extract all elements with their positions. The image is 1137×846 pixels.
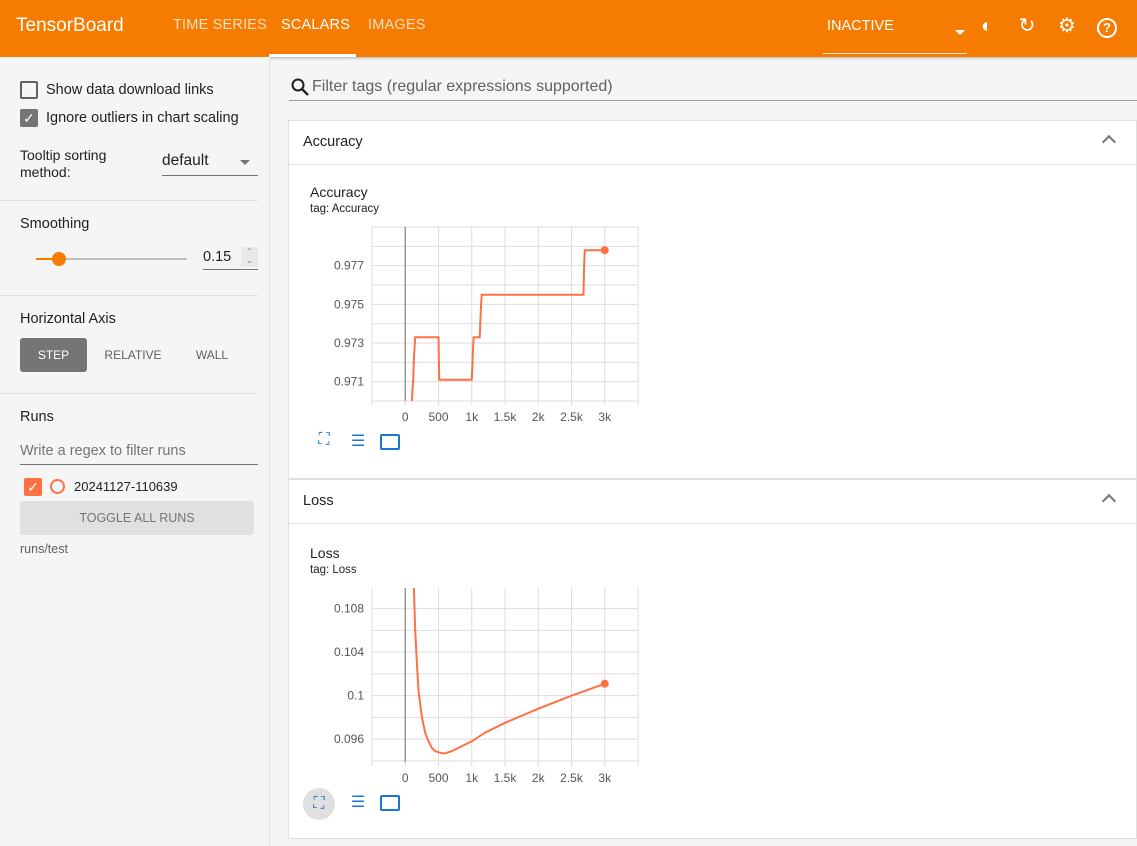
series-line (412, 587, 606, 755)
tab-images[interactable]: IMAGES (368, 17, 426, 33)
divider (0, 393, 258, 394)
tag-filter-input[interactable]: Filter tags (regular expressions support… (289, 74, 1137, 101)
chart-tag: tag: Accuracy (310, 203, 380, 215)
smoothing-label: Smoothing (20, 216, 90, 232)
x-tick-label: 1k (465, 771, 479, 785)
caret-down-icon (955, 30, 965, 35)
fit-domain-icon[interactable] (377, 431, 403, 455)
y-tick-label: 0.1 (347, 689, 364, 703)
y-tick-label: 0.975 (334, 297, 364, 311)
y-tick-label: 0.096 (334, 732, 364, 746)
y-tick-label: 0.973 (334, 336, 364, 350)
toggle-all-runs-button[interactable]: TOGGLE ALL RUNS (20, 501, 254, 535)
chevron-up-icon[interactable] (1101, 134, 1117, 150)
brand-logo: TensorBoard (16, 15, 124, 36)
axis-step-button[interactable]: STEP (20, 338, 87, 372)
sidebar: Show data download links ✓ Ignore outlie… (0, 57, 270, 846)
chart-title: Loss (310, 545, 340, 561)
x-tick-label: 500 (428, 410, 448, 424)
smoothing-input[interactable]: 0.15 ⌃ ⌄ (203, 245, 258, 270)
x-tick-label: 3k (598, 410, 612, 424)
show-download-checkbox[interactable] (20, 81, 38, 99)
dark-mode-icon[interactable]: ◐ (980, 15, 994, 37)
loss-chart[interactable]: 0 500 1k 1.5k 2k 2.5k 3k 0.096 0.1 0.104 0.108 (300, 572, 640, 787)
refresh-icon[interactable]: ↻ (1018, 15, 1036, 37)
x-tick-label: 0 (402, 410, 409, 424)
horizontal-axis-label: Horizontal Axis (20, 311, 116, 327)
fullscreen-icon[interactable]: ⛶ (303, 788, 335, 820)
caret-down-icon (240, 160, 250, 165)
tab-scalars[interactable]: SCALARS (281, 17, 351, 33)
search-icon (291, 78, 309, 96)
help-icon[interactable]: ? (1095, 14, 1119, 38)
run-state-select[interactable]: INACTIVE (823, 8, 967, 54)
ignore-outliers-label: Ignore outliers in chart scaling (46, 110, 239, 126)
x-tick-label: 1.5k (494, 771, 518, 785)
x-tick-label: 3k (598, 771, 612, 785)
show-download-label: Show data download links (46, 82, 214, 98)
run-name: 20241127-110639 (74, 479, 178, 494)
x-tick-label: 1k (465, 410, 479, 424)
accuracy-card: Accuracy Accuracy tag: Accuracy 0 500 1k 1.… (288, 120, 1137, 479)
toggle-log-scale-icon[interactable]: ☰ (350, 794, 366, 811)
ignore-outliers-checkbox[interactable]: ✓ (20, 109, 38, 127)
x-tick-label: 500 (428, 771, 448, 785)
tab-time-series[interactable]: TIME SERIES (173, 17, 268, 33)
fit-domain-icon[interactable] (377, 792, 403, 816)
card-header[interactable]: Loss (289, 480, 1136, 524)
active-tab-indicator (269, 54, 356, 57)
loss-card: Loss Loss tag: Loss 0 500 1k 1.5k 2k 2.5k 3k 0.… (288, 479, 1137, 839)
axis-wall-button[interactable]: WALL (195, 348, 229, 362)
y-tick-label: 0.108 (334, 602, 364, 616)
stepper-icon[interactable]: ⌃ ⌄ (241, 247, 258, 267)
x-tick-label: 2.5k (560, 410, 584, 424)
axis-relative-button[interactable]: RELATIVE (104, 348, 162, 362)
toggle-log-scale-icon[interactable]: ☰ (350, 433, 366, 450)
x-tick-label: 2k (532, 771, 546, 785)
x-tick-label: 0 (402, 771, 409, 785)
tooltip-sort-select[interactable]: default (162, 152, 258, 176)
settings-icon[interactable]: ⚙ (1058, 15, 1076, 37)
smoothing-slider[interactable] (36, 252, 187, 266)
slider-thumb[interactable] (52, 252, 66, 266)
y-tick-label: 0.104 (334, 645, 364, 659)
chevron-up-icon[interactable] (1101, 493, 1117, 509)
runs-filter-input[interactable]: Write a regex to filter runs (20, 438, 258, 465)
x-tick-label: 2.5k (560, 771, 584, 785)
runs-label: Runs (20, 409, 54, 425)
run-directory: runs/test (20, 542, 68, 556)
y-tick-label: 0.971 (334, 375, 364, 389)
card-header[interactable]: Accuracy (289, 121, 1136, 165)
run-checkbox[interactable]: ✓ (24, 478, 42, 496)
divider (0, 295, 258, 296)
accuracy-chart[interactable]: 0 500 1k 1.5k 2k 2.5k 3k 0.971 0.973 0.975 0.977 (300, 211, 640, 426)
last-point-marker (600, 246, 609, 255)
divider (0, 200, 258, 201)
series-line (410, 249, 605, 402)
tooltip-sort-label: Tooltip sorting method: (20, 147, 107, 180)
run-color-icon[interactable] (50, 479, 65, 494)
chart-tag: tag: Loss (310, 564, 357, 576)
chart-title: Accuracy (310, 184, 368, 200)
x-tick-label: 1.5k (494, 410, 518, 424)
top-bar: TensorBoard TIME SERIES SCALARS IMAGES I… (0, 0, 1137, 57)
y-tick-label: 0.977 (334, 259, 364, 273)
last-point-marker (600, 679, 609, 688)
fullscreen-icon[interactable]: ⛶ (318, 431, 330, 448)
x-tick-label: 2k (532, 410, 546, 424)
